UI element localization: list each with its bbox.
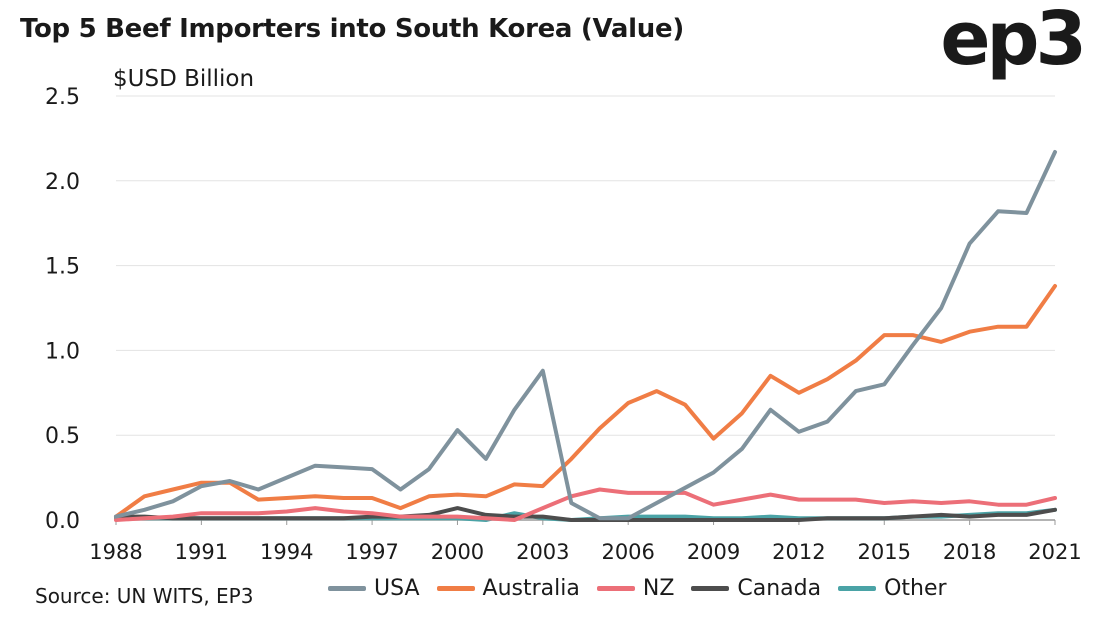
legend-swatch <box>328 586 366 591</box>
source-note: Source: UN WITS, EP3 <box>35 584 254 608</box>
x-tick-label: 1988 <box>89 540 142 564</box>
y-tick-label: 2.5 <box>45 85 80 110</box>
legend-item-nz: NZ <box>596 576 675 601</box>
legend-label: Canada <box>737 576 822 601</box>
x-tick-label: 2006 <box>601 540 654 564</box>
legend-item-canada: Canada <box>691 576 821 601</box>
legend-swatch <box>436 586 475 591</box>
series-line-usa <box>114 150 1057 521</box>
y-tick-label: 0.5 <box>45 424 80 449</box>
legend-item-australia: Australia <box>436 576 580 601</box>
y-axis-unit-label: $USD Billion <box>113 66 255 92</box>
x-tick-label: 2000 <box>431 540 484 564</box>
legend-swatch <box>691 586 730 591</box>
x-tick-label: 2021 <box>1028 540 1081 564</box>
x-tick-label: 2009 <box>687 540 740 564</box>
chart-title: Top 5 Beef Importers into South Korea (V… <box>20 14 684 44</box>
x-tick-label: 1991 <box>175 540 228 564</box>
y-tick-labels: 0.0 0.5 1.0 1.5 2.0 2.5 <box>45 85 80 534</box>
legend-label: Other <box>884 576 947 601</box>
y-tick-label: 0.0 <box>45 509 80 534</box>
x-tick-label: 2012 <box>772 540 825 564</box>
x-tick-label: 1997 <box>345 540 398 564</box>
legend-item-usa: USA <box>328 576 420 601</box>
series-line-canada <box>114 506 1057 522</box>
x-tick-label: 2015 <box>858 540 911 564</box>
legend-item-other: Other <box>838 576 947 601</box>
series-line-australia <box>114 284 1057 519</box>
legend-swatch <box>596 586 635 591</box>
ep3-logo: ep3 <box>940 0 1087 82</box>
y-tick-label: 2.0 <box>45 170 80 195</box>
x-tick-label: 2018 <box>943 540 996 564</box>
legend-label: Australia <box>482 576 580 601</box>
x-tick-label: 2003 <box>516 540 569 564</box>
legend: USA Australia NZ Canada Other <box>328 576 964 601</box>
legend-label: USA <box>374 576 420 601</box>
legend-label: NZ <box>642 576 675 601</box>
legend-swatch <box>838 586 877 591</box>
series-lines <box>114 150 1057 522</box>
x-tick-labels: 1988 1991 1994 1997 2000 2003 2006 2009 2012 2015… <box>89 520 1082 564</box>
y-tick-label: 1.5 <box>45 255 80 280</box>
gridlines <box>116 95 1055 521</box>
x-tick-label: 1994 <box>260 540 313 564</box>
series-line-nz <box>114 487 1057 522</box>
y-tick-label: 1.0 <box>45 339 80 364</box>
